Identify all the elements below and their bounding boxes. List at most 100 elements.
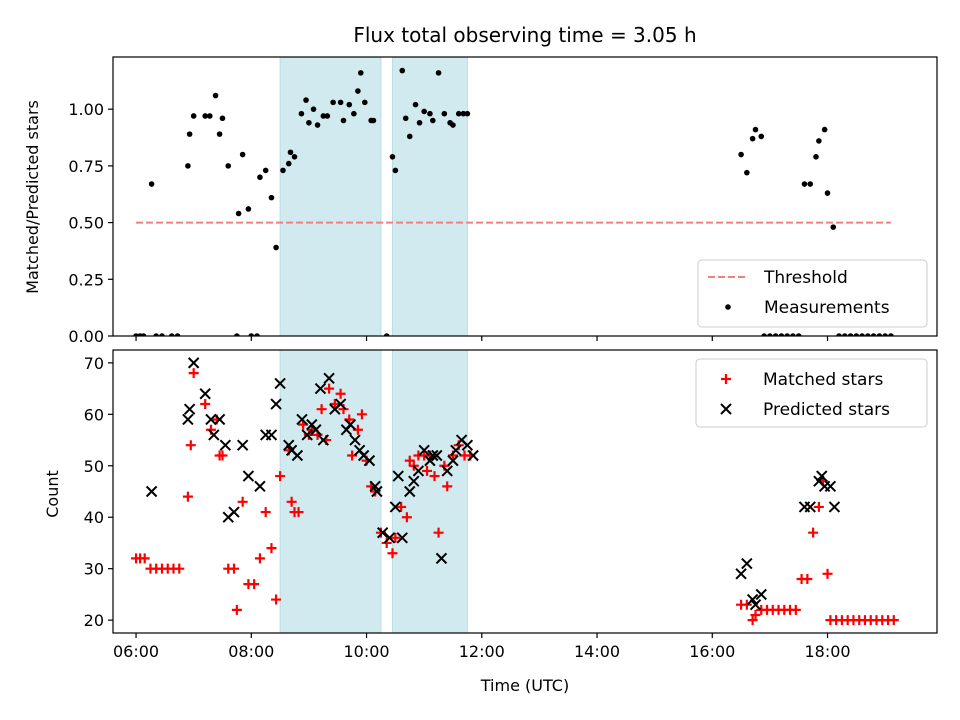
predicted-stars-point (412, 465, 425, 477)
predicted-stars-point (450, 444, 462, 457)
predicted-stars-point (274, 377, 286, 390)
matched-stars-point (293, 507, 304, 518)
matched-stars-point (813, 501, 824, 512)
measurement-point (882, 333, 888, 336)
predicted-stars-point (310, 424, 322, 436)
matched-stars-point (802, 573, 813, 584)
matched-stars-point (286, 496, 297, 507)
predicted-stars-point (213, 413, 226, 426)
matched-stars-point (396, 501, 407, 512)
measurement-point (801, 181, 808, 187)
predicted-stars-point (828, 501, 841, 513)
measurement-point (340, 117, 347, 124)
bottom-y-axis-label: Count (43, 470, 62, 518)
measurement-point (185, 163, 191, 169)
measurement-point (752, 126, 759, 133)
predicted-stars-point (228, 506, 240, 518)
measurement-point (749, 135, 756, 142)
bottom-x-tick-label: 18:00 (804, 642, 850, 661)
legend-predicted-label: Predicted stars (763, 400, 890, 420)
bottom-x-tick-label: 12:00 (459, 642, 505, 661)
measurement-point (254, 333, 260, 336)
predicted-stars-point (183, 403, 196, 415)
measurement-point (870, 333, 877, 336)
matched-stars-point (260, 507, 271, 518)
measurement-point (830, 224, 837, 230)
matched-stars-point (266, 543, 277, 554)
matched-stars-point (316, 404, 327, 415)
predicted-stars-point (418, 444, 430, 457)
top-observing-window-0 (279, 56, 382, 337)
measurement-point (430, 117, 436, 124)
measurement-point (314, 122, 321, 128)
measurement-point (362, 99, 368, 106)
measurement-point (257, 174, 263, 181)
measurement-point (219, 115, 226, 122)
top-y-axis-label: Matched/Predicted stars (23, 100, 42, 294)
measurement-point (876, 333, 883, 336)
bottom-markers (131, 357, 899, 626)
measurement-point (821, 126, 828, 133)
matched-stars-point (271, 594, 282, 605)
matched-stars-point (422, 465, 433, 476)
predicted-stars-point (804, 501, 816, 513)
measurement-point (248, 333, 255, 336)
bottom-observing-window-0 (279, 349, 382, 634)
predicted-stars-point (145, 485, 158, 498)
predicted-stars-point (317, 434, 330, 446)
measurement-point (168, 333, 175, 336)
legend-measurements-swatch (725, 304, 731, 310)
measurement-point (298, 110, 305, 117)
top-y-tick-label: 0.75 (68, 157, 104, 176)
legend-matched-label: Matched stars (763, 370, 883, 390)
measurement-point (807, 181, 814, 187)
matched-stars-point (188, 368, 199, 379)
matched-stars-point (139, 553, 150, 564)
legend-matched-swatch (721, 374, 731, 384)
matched-stars-point (808, 527, 819, 538)
matched-stars-point (324, 383, 335, 394)
predicted-stars-point (236, 439, 249, 451)
measurement-point (357, 70, 364, 76)
measurement-point (351, 110, 357, 117)
measurement-point (888, 333, 894, 336)
legend-measurements-label: Measurements (764, 298, 890, 318)
chart-title: Flux total observing time = 3.05 h (353, 23, 696, 47)
predicted-stars-point (371, 485, 383, 498)
matched-stars-point (335, 388, 346, 399)
top-markers (133, 67, 894, 336)
measurement-point (148, 181, 155, 187)
matched-stars-point (390, 532, 401, 543)
predicted-stars-point (242, 470, 255, 482)
measurement-point (337, 99, 344, 106)
matched-stars-point (275, 471, 286, 482)
measurement-point (813, 154, 819, 160)
predicted-stars-point (254, 480, 266, 493)
matched-stars-point (182, 491, 193, 502)
bottom-y-tick-label: 70 (84, 354, 104, 373)
measurement-point (427, 110, 433, 117)
measurement-point (153, 333, 160, 336)
predicted-stars-point (447, 454, 459, 467)
measurement-point (406, 133, 413, 140)
matched-stars-point (747, 615, 758, 626)
measurement-point (778, 333, 785, 336)
matched-stars-point (185, 440, 196, 451)
bottom-x-tick-label: 08:00 (228, 642, 274, 661)
predicted-stars-point (344, 418, 357, 431)
measurement-point (285, 160, 292, 167)
matched-stars-point (356, 409, 367, 420)
predicted-stars-point (735, 568, 747, 580)
predicted-stars-point (314, 382, 327, 395)
measurement-point (784, 333, 790, 336)
matched-stars-point (387, 548, 398, 559)
predicted-stars-point (270, 398, 282, 410)
matched-stars-point (888, 615, 899, 626)
top-axes-frame (112, 56, 938, 337)
bottom-y-tick-label: 20 (84, 611, 104, 630)
matched-stars-point (822, 568, 833, 579)
bottom-x-tick-label: 16:00 (689, 642, 735, 661)
measurement-point (455, 110, 462, 117)
predicted-stars-point (824, 480, 837, 493)
measurement-point (738, 151, 744, 158)
